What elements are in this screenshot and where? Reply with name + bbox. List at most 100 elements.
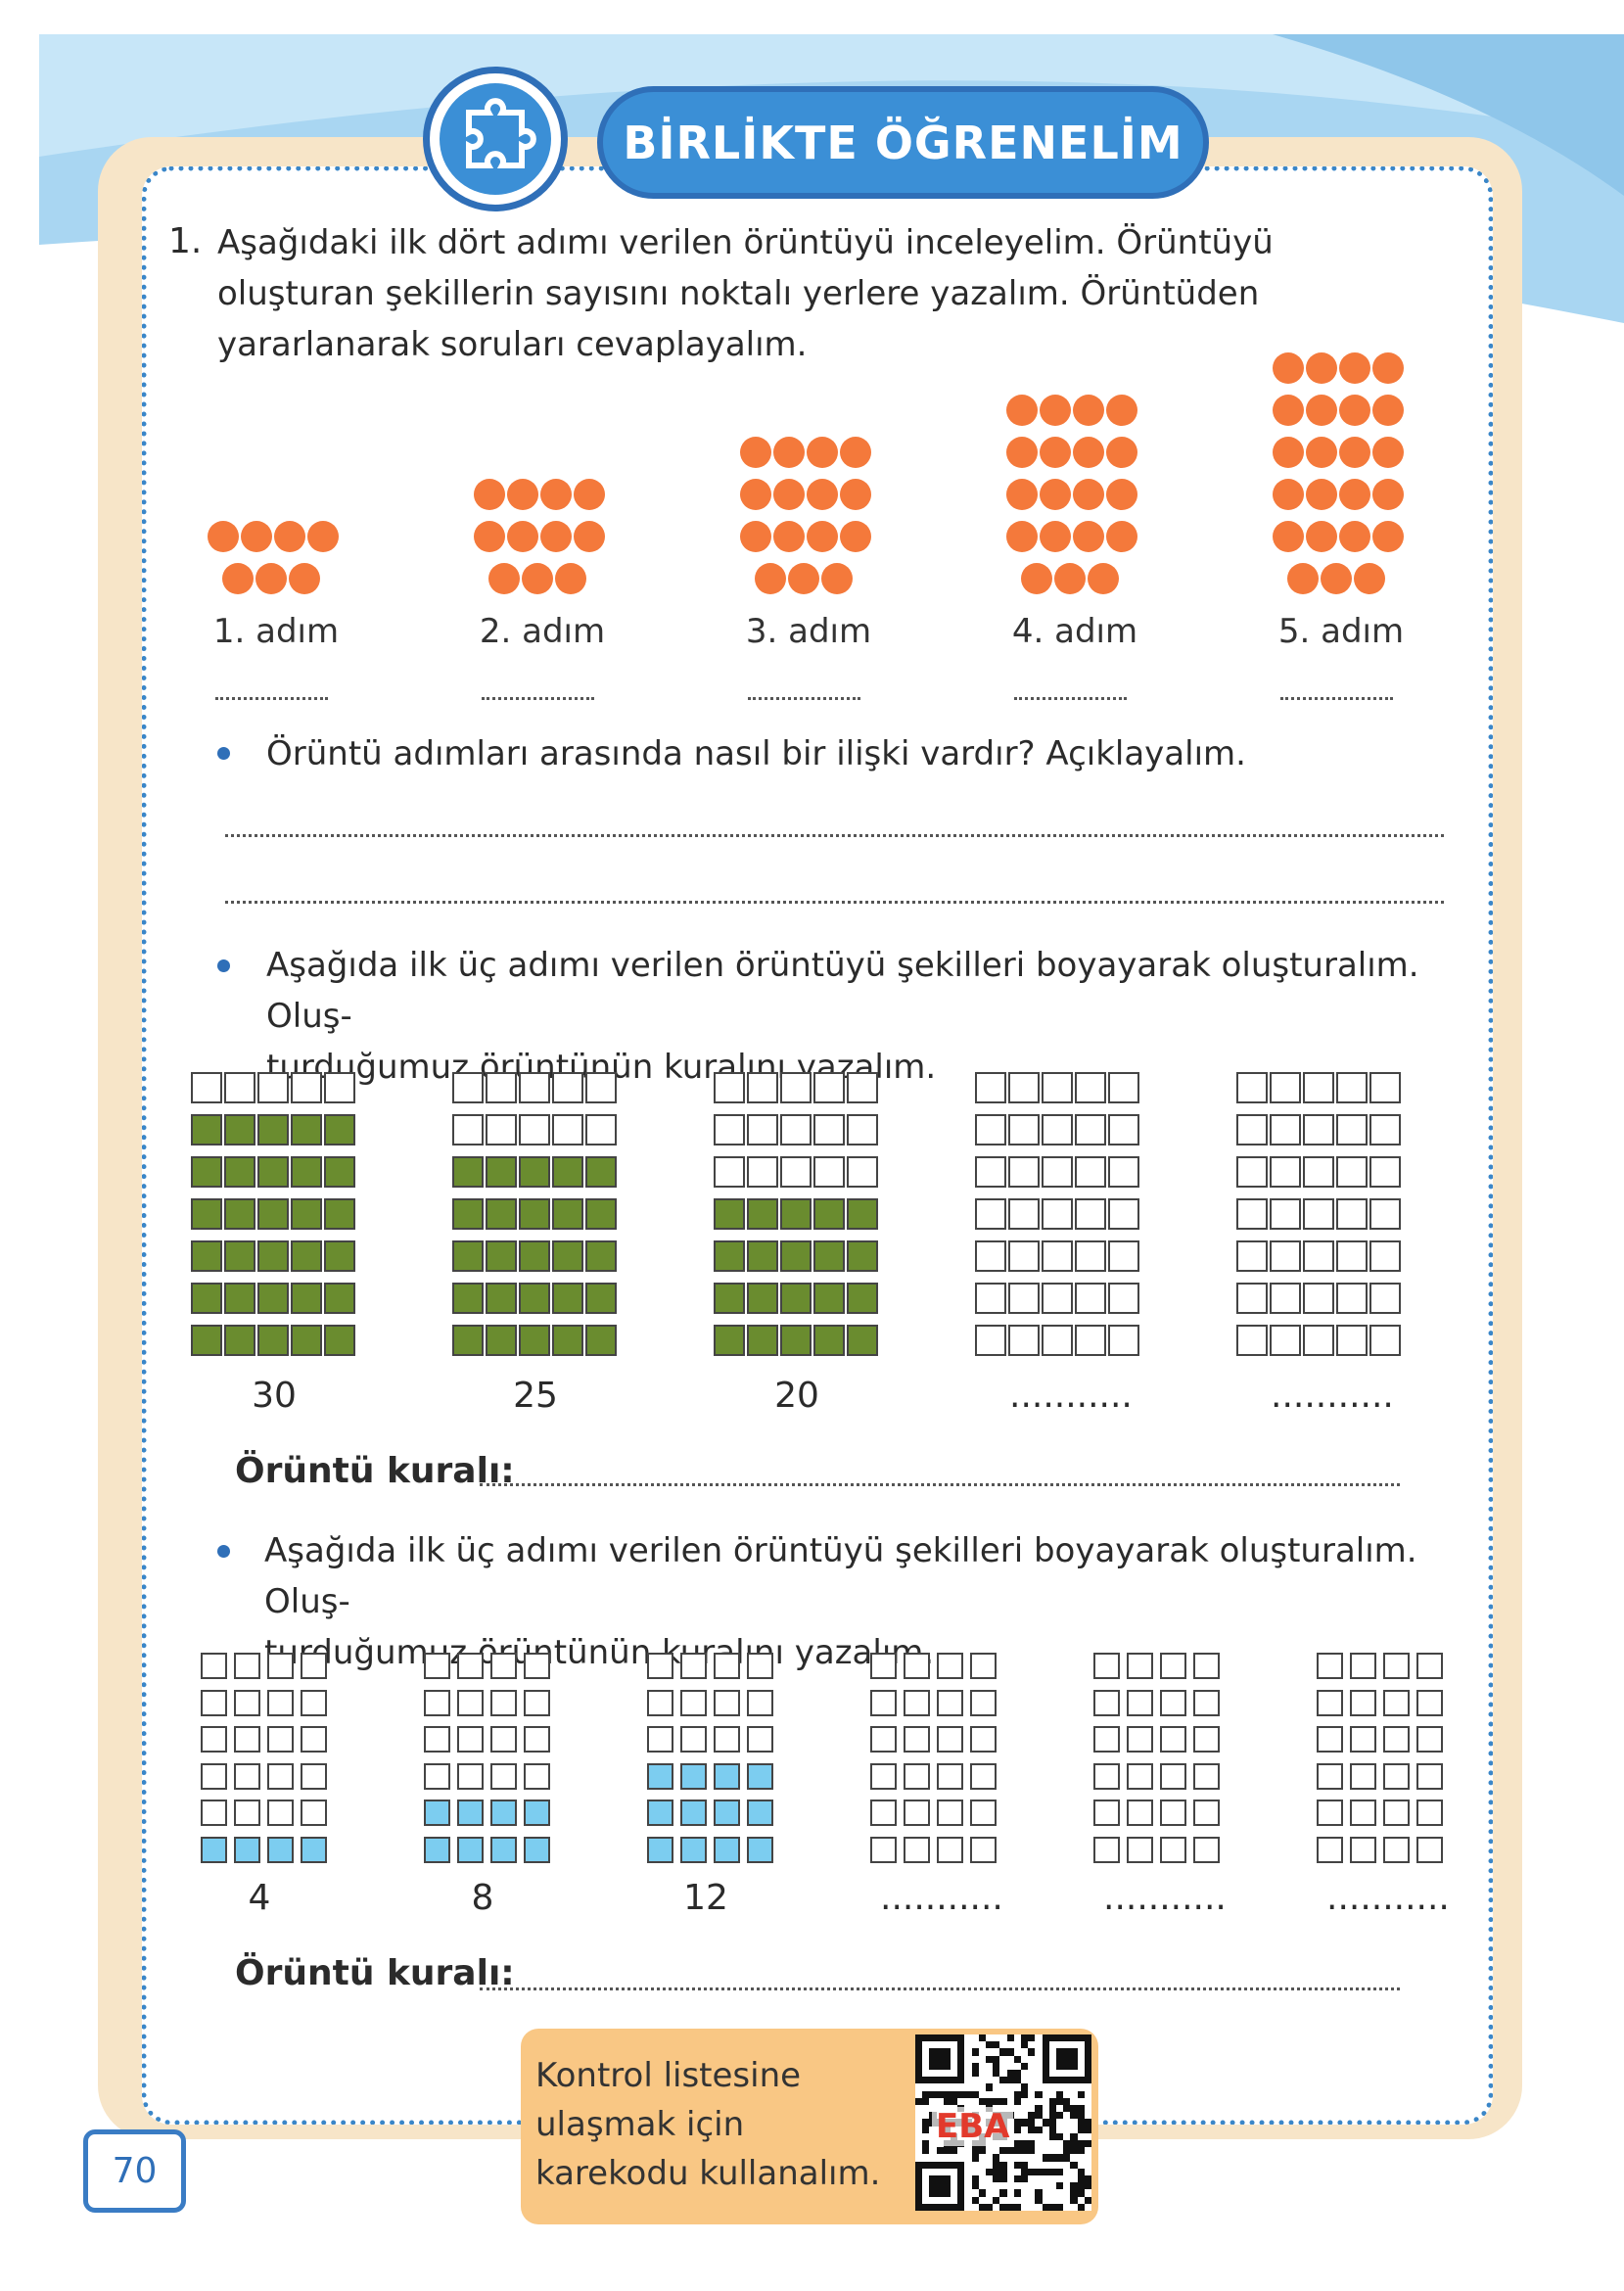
empty-square [970, 1653, 997, 1679]
green-square [714, 1198, 745, 1230]
empty-square [1160, 1726, 1186, 1753]
orange-dot [773, 521, 805, 552]
orange-dot [1306, 479, 1337, 510]
green-square [486, 1325, 517, 1356]
orange-dot [274, 521, 305, 552]
empty-square [1350, 1653, 1376, 1679]
empty-square [904, 1653, 930, 1679]
blue-square [524, 1800, 550, 1826]
qr-module [1028, 2147, 1036, 2155]
step-answer-blank [748, 697, 860, 700]
empty-square [847, 1072, 878, 1103]
answer-line [225, 901, 1444, 904]
orange-dot [1372, 479, 1404, 510]
empty-square [1108, 1072, 1139, 1103]
orange-dot [1073, 479, 1104, 510]
empty-square [490, 1726, 517, 1753]
empty-square [234, 1726, 260, 1753]
empty-square [524, 1726, 550, 1753]
green-square [847, 1240, 878, 1272]
empty-square [1075, 1072, 1106, 1103]
qr-module [922, 2161, 930, 2169]
blue-square [301, 1836, 327, 1863]
orange-dot [1306, 437, 1337, 468]
empty-square [780, 1114, 812, 1146]
empty-square [424, 1762, 450, 1790]
qr-module [999, 2097, 1007, 2105]
blue-square [714, 1762, 740, 1790]
qr-module [936, 2147, 944, 2155]
orange-dot [474, 479, 505, 510]
empty-square [291, 1072, 322, 1103]
empty-square [975, 1325, 1006, 1356]
empty-square [424, 1653, 450, 1679]
empty-square [301, 1800, 327, 1826]
qr-module [957, 2090, 965, 2098]
empty-square [780, 1156, 812, 1188]
green-square [747, 1325, 778, 1356]
qr-module [1006, 2048, 1014, 2056]
qr-module [1013, 2189, 1021, 2197]
empty-square [1336, 1198, 1368, 1230]
qr-module [971, 2154, 979, 2162]
empty-square [1236, 1072, 1268, 1103]
qr-module [999, 2189, 1007, 2197]
empty-square [1317, 1689, 1343, 1716]
empty-square [1108, 1198, 1139, 1230]
step-answer-blank [215, 697, 328, 700]
qr-module [1042, 2034, 1049, 2042]
qr-module [915, 2189, 923, 2197]
qr-module [943, 2097, 951, 2105]
empty-square [1369, 1283, 1401, 1314]
qr-module [993, 2097, 1000, 2105]
qr-module [936, 2090, 944, 2098]
orange-dot [540, 521, 572, 552]
qr-module [1028, 2034, 1036, 2042]
qr-module [1077, 2175, 1085, 2183]
empty-square [1303, 1114, 1334, 1146]
empty-square [1336, 1156, 1368, 1188]
qr-module [1077, 2034, 1085, 2042]
qr-module [1056, 2203, 1064, 2211]
qr-module [971, 2062, 979, 2070]
qr-module [943, 2147, 951, 2155]
green-square [585, 1325, 617, 1356]
qr-module [1013, 2161, 1021, 2169]
empty-square [937, 1800, 963, 1826]
green-square [191, 1156, 222, 1188]
empty-square [267, 1800, 294, 1826]
qr-module [1048, 2077, 1056, 2084]
qr-module [993, 2055, 1000, 2063]
empty-square [647, 1653, 673, 1679]
orange-dot [1339, 352, 1370, 384]
step-value: 8 [471, 1878, 494, 1918]
rule-answer-line [480, 1987, 1400, 1990]
qr-module [1084, 2126, 1091, 2133]
orange-dot [1021, 563, 1052, 594]
qr-module [943, 2189, 951, 2197]
empty-square [585, 1072, 617, 1103]
qr-module [936, 2062, 944, 2070]
qr-module [943, 2175, 951, 2183]
step-value: 25 [513, 1376, 558, 1416]
empty-square [1075, 1283, 1106, 1314]
green-square [452, 1198, 484, 1230]
green-square [224, 1114, 255, 1146]
empty-square [452, 1114, 484, 1146]
step-value: 12 [683, 1878, 728, 1918]
empty-square [1303, 1240, 1334, 1272]
empty-square [975, 1240, 1006, 1272]
qr-module [1028, 2140, 1036, 2148]
empty-square [714, 1689, 740, 1716]
qr-module [993, 2154, 1000, 2162]
empty-square [486, 1114, 517, 1146]
qr-module [986, 2083, 994, 2091]
qr-module [1035, 2105, 1043, 2113]
empty-square [714, 1726, 740, 1753]
qr-module [922, 2140, 930, 2148]
empty-square [847, 1156, 878, 1188]
empty-square [780, 1072, 812, 1103]
empty-square [813, 1114, 845, 1146]
orange-dot [1273, 437, 1304, 468]
empty-square [301, 1653, 327, 1679]
